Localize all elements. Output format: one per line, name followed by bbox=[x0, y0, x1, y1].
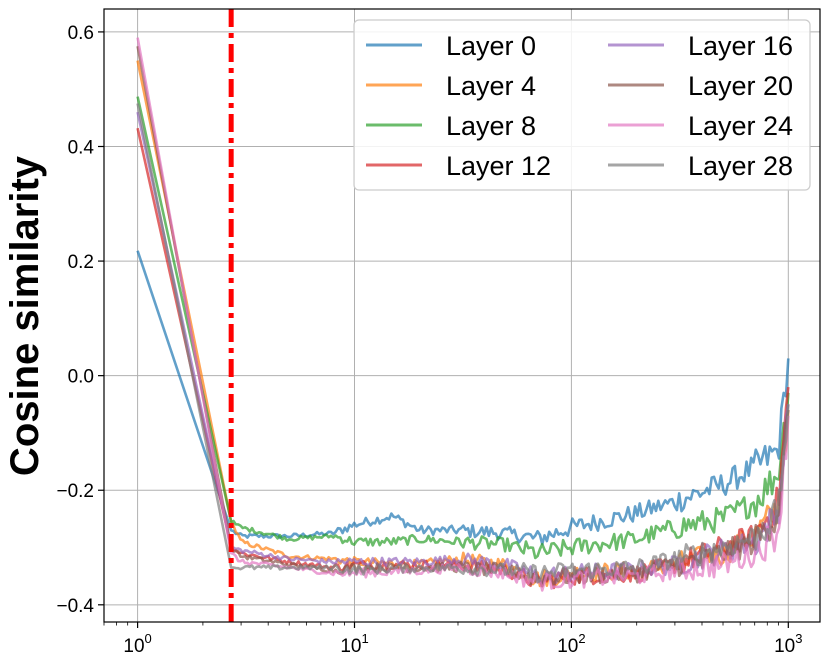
legend-label: Layer 0 bbox=[446, 31, 536, 61]
legend-label: Layer 16 bbox=[688, 31, 793, 61]
series-line-7 bbox=[136, 103, 790, 584]
x-axis-ticks: 100 101 102 103 bbox=[103, 622, 802, 657]
series-line-3 bbox=[136, 127, 790, 590]
legend-label: Layer 24 bbox=[688, 111, 793, 141]
series-line-6 bbox=[136, 37, 790, 592]
legend-label: Layer 20 bbox=[688, 71, 793, 101]
legend-label: Layer 4 bbox=[446, 71, 536, 101]
series-line-2 bbox=[136, 96, 790, 560]
series-lines bbox=[136, 37, 790, 592]
y-tick-label: 0.6 bbox=[68, 23, 94, 44]
x-tick-label: 103 bbox=[774, 631, 802, 657]
legend-box bbox=[353, 19, 811, 191]
x-tick-label: 102 bbox=[557, 631, 585, 657]
y-axis-ticks: −0.4 −0.2 0.0 0.2 0.4 0.6 bbox=[56, 23, 104, 617]
series-line-0 bbox=[136, 250, 790, 546]
x-tick-label: 100 bbox=[123, 631, 151, 657]
plot-frame bbox=[103, 8, 821, 623]
x-tick-label: 101 bbox=[340, 631, 368, 657]
y-tick-label: 0.2 bbox=[68, 252, 94, 273]
y-axis-label: Cosine similarity bbox=[3, 155, 47, 476]
legend-label: Layer 8 bbox=[446, 111, 536, 141]
legend: Layer 0 Layer 4 Layer 8 Layer 12 Layer 16 Lay… bbox=[353, 19, 811, 191]
y-tick-label: −0.2 bbox=[56, 481, 94, 502]
legend-label: Layer 12 bbox=[446, 151, 551, 181]
y-tick-label: 0.4 bbox=[68, 137, 95, 158]
legend-label: Layer 28 bbox=[688, 151, 793, 181]
y-tick-label: 0.0 bbox=[68, 367, 94, 388]
y-tick-label: −0.4 bbox=[56, 596, 94, 617]
